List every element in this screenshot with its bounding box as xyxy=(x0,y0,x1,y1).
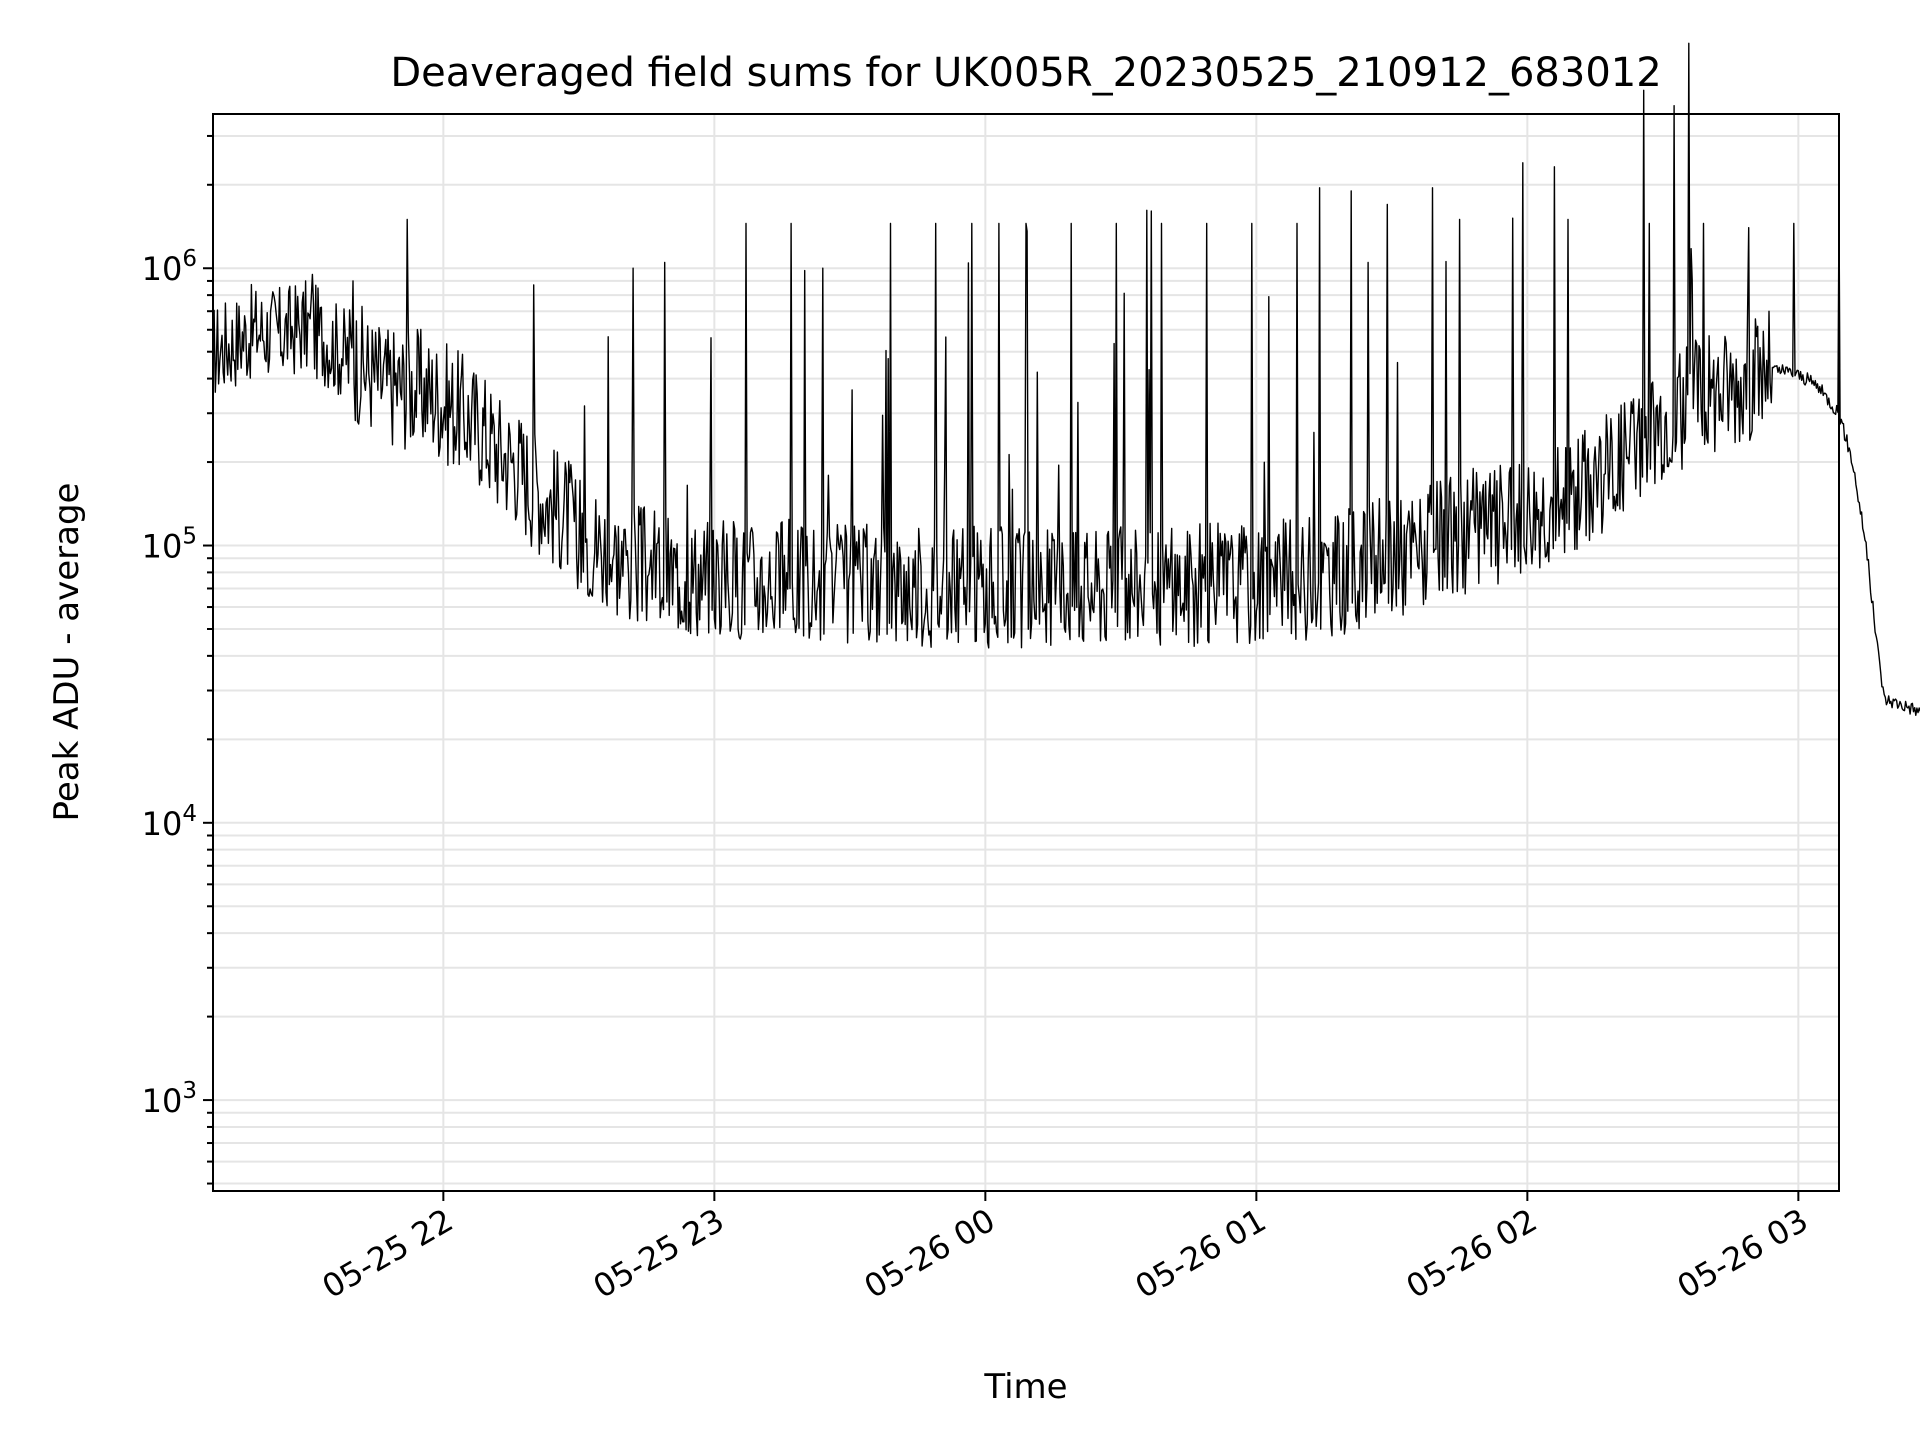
x-tick-label: 05-25 22 xyxy=(316,1201,460,1306)
chart-title: Deaveraged field sums for UK005R_2023052… xyxy=(390,50,1661,96)
grid-lines xyxy=(213,114,1839,1191)
plot-frame xyxy=(212,113,1840,1192)
y-tick-label: 103 xyxy=(142,1078,197,1120)
data-layer xyxy=(212,42,1920,716)
x-tick-label: 05-26 03 xyxy=(1671,1201,1815,1306)
y-tick-label: 105 xyxy=(142,524,197,566)
x-tick-label: 05-26 00 xyxy=(858,1201,1002,1306)
x-tick-label: 05-26 02 xyxy=(1400,1201,1544,1306)
series-line xyxy=(212,42,1920,716)
y-tick-label: 104 xyxy=(142,801,197,843)
x-axis-label: Time xyxy=(983,1367,1067,1407)
y-axis-label: Peak ADU - average xyxy=(47,483,87,822)
y-tick-label: 106 xyxy=(142,246,197,288)
x-tick-label: 05-26 01 xyxy=(1129,1201,1273,1306)
x-tick-label: 05-25 23 xyxy=(587,1201,731,1306)
